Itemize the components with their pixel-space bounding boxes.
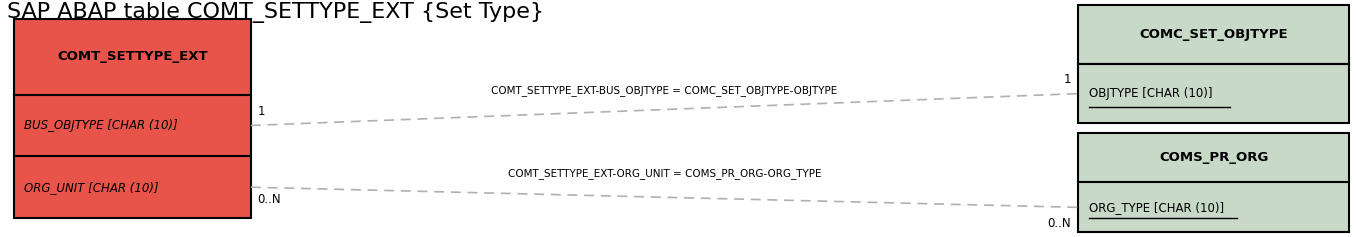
Text: COMT_SETTYPE_EXT: COMT_SETTYPE_EXT [57, 50, 207, 63]
FancyBboxPatch shape [1078, 5, 1349, 64]
Text: COMT_SETTYPE_EXT-ORG_UNIT = COMS_PR_ORG-ORG_TYPE: COMT_SETTYPE_EXT-ORG_UNIT = COMS_PR_ORG-… [507, 168, 822, 179]
FancyBboxPatch shape [14, 95, 251, 156]
Text: 1: 1 [258, 105, 266, 118]
Text: COMT_SETTYPE_EXT-BUS_OBJTYPE = COMC_SET_OBJTYPE-OBJTYPE: COMT_SETTYPE_EXT-BUS_OBJTYPE = COMC_SET_… [491, 85, 838, 96]
FancyBboxPatch shape [14, 156, 251, 218]
Text: BUS_OBJTYPE [CHAR (10)]: BUS_OBJTYPE [CHAR (10)] [24, 119, 178, 132]
Text: 0..N: 0..N [258, 192, 281, 205]
Text: SAP ABAP table COMT_SETTYPE_EXT {Set Type}: SAP ABAP table COMT_SETTYPE_EXT {Set Typ… [7, 2, 544, 23]
Text: OBJTYPE [CHAR (10)]: OBJTYPE [CHAR (10)] [1089, 87, 1212, 100]
FancyBboxPatch shape [1078, 133, 1349, 182]
Text: 1: 1 [1063, 73, 1071, 86]
FancyBboxPatch shape [1078, 64, 1349, 123]
FancyBboxPatch shape [14, 19, 251, 95]
Text: 0..N: 0..N [1048, 218, 1071, 230]
Text: ORG_TYPE [CHAR (10)]: ORG_TYPE [CHAR (10)] [1089, 201, 1224, 214]
Text: COMC_SET_OBJTYPE: COMC_SET_OBJTYPE [1139, 28, 1288, 41]
Text: ORG_UNIT [CHAR (10)]: ORG_UNIT [CHAR (10)] [24, 181, 159, 194]
Text: COMS_PR_ORG: COMS_PR_ORG [1159, 151, 1268, 164]
FancyBboxPatch shape [1078, 182, 1349, 232]
